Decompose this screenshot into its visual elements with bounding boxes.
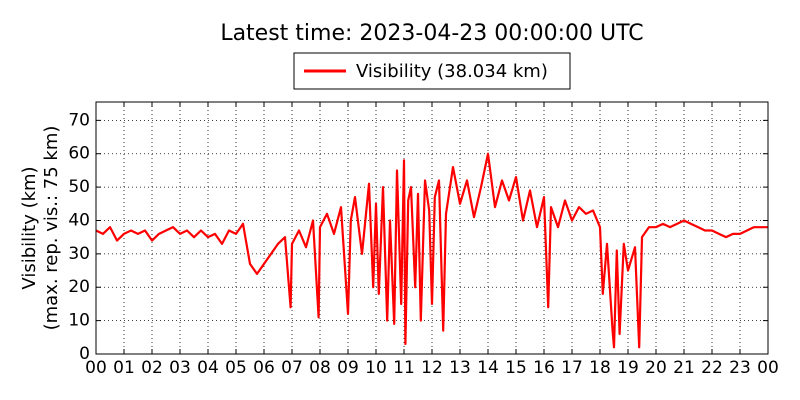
y-tick-label: 0 xyxy=(79,344,90,364)
data-line xyxy=(95,152,768,349)
legend: Visibility (38.034 km) xyxy=(293,52,571,90)
x-tick-label: 07 xyxy=(281,358,303,378)
x-tick-label: 03 xyxy=(169,358,191,378)
y-tick-label: 10 xyxy=(68,311,90,331)
x-tick-label: 02 xyxy=(141,358,163,378)
y-tick-label: 50 xyxy=(68,177,90,197)
x-tick-label: 13 xyxy=(449,358,471,378)
x-tick-label: 19 xyxy=(617,358,639,378)
x-tick-label: 10 xyxy=(365,358,387,378)
plot-frame xyxy=(95,101,769,355)
x-tick-label: 16 xyxy=(533,358,555,378)
x-tick-label: 05 xyxy=(225,358,247,378)
y-tick-label: 60 xyxy=(68,144,90,164)
x-tick-label: 00 xyxy=(85,358,107,378)
legend-label: Visibility (38.034 km) xyxy=(356,61,548,82)
x-tick-label: 09 xyxy=(337,358,359,378)
x-tick-label: 12 xyxy=(421,358,443,378)
y-tick-label: 30 xyxy=(68,244,90,264)
y-tick-label: 20 xyxy=(68,277,90,297)
y-tick-label: 70 xyxy=(68,110,90,130)
y-axis-label: Visibility (km) xyxy=(19,166,40,289)
x-tick-label: 11 xyxy=(393,358,415,378)
x-tick-label: 20 xyxy=(645,358,667,378)
x-tick-label: 18 xyxy=(589,358,611,378)
x-tick-label: 23 xyxy=(729,358,751,378)
x-tick-label: 22 xyxy=(701,358,723,378)
x-tick-label: 21 xyxy=(673,358,695,378)
y-axis-label: (max. rep. vis.: 75 km) xyxy=(41,126,62,331)
x-tick-label: 06 xyxy=(253,358,275,378)
x-tick-label: 04 xyxy=(197,358,219,378)
x-tick-label: 17 xyxy=(561,358,583,378)
x-tick-label: 08 xyxy=(309,358,331,378)
y-tick-label: 40 xyxy=(68,210,90,230)
x-tick-label: 15 xyxy=(505,358,527,378)
x-tick-label: 14 xyxy=(477,358,499,378)
x-tick-label: 00 xyxy=(757,358,779,378)
x-tick-label: 01 xyxy=(113,358,135,378)
chart-title: Latest time: 2023-04-23 00:00:00 UTC xyxy=(220,21,643,46)
